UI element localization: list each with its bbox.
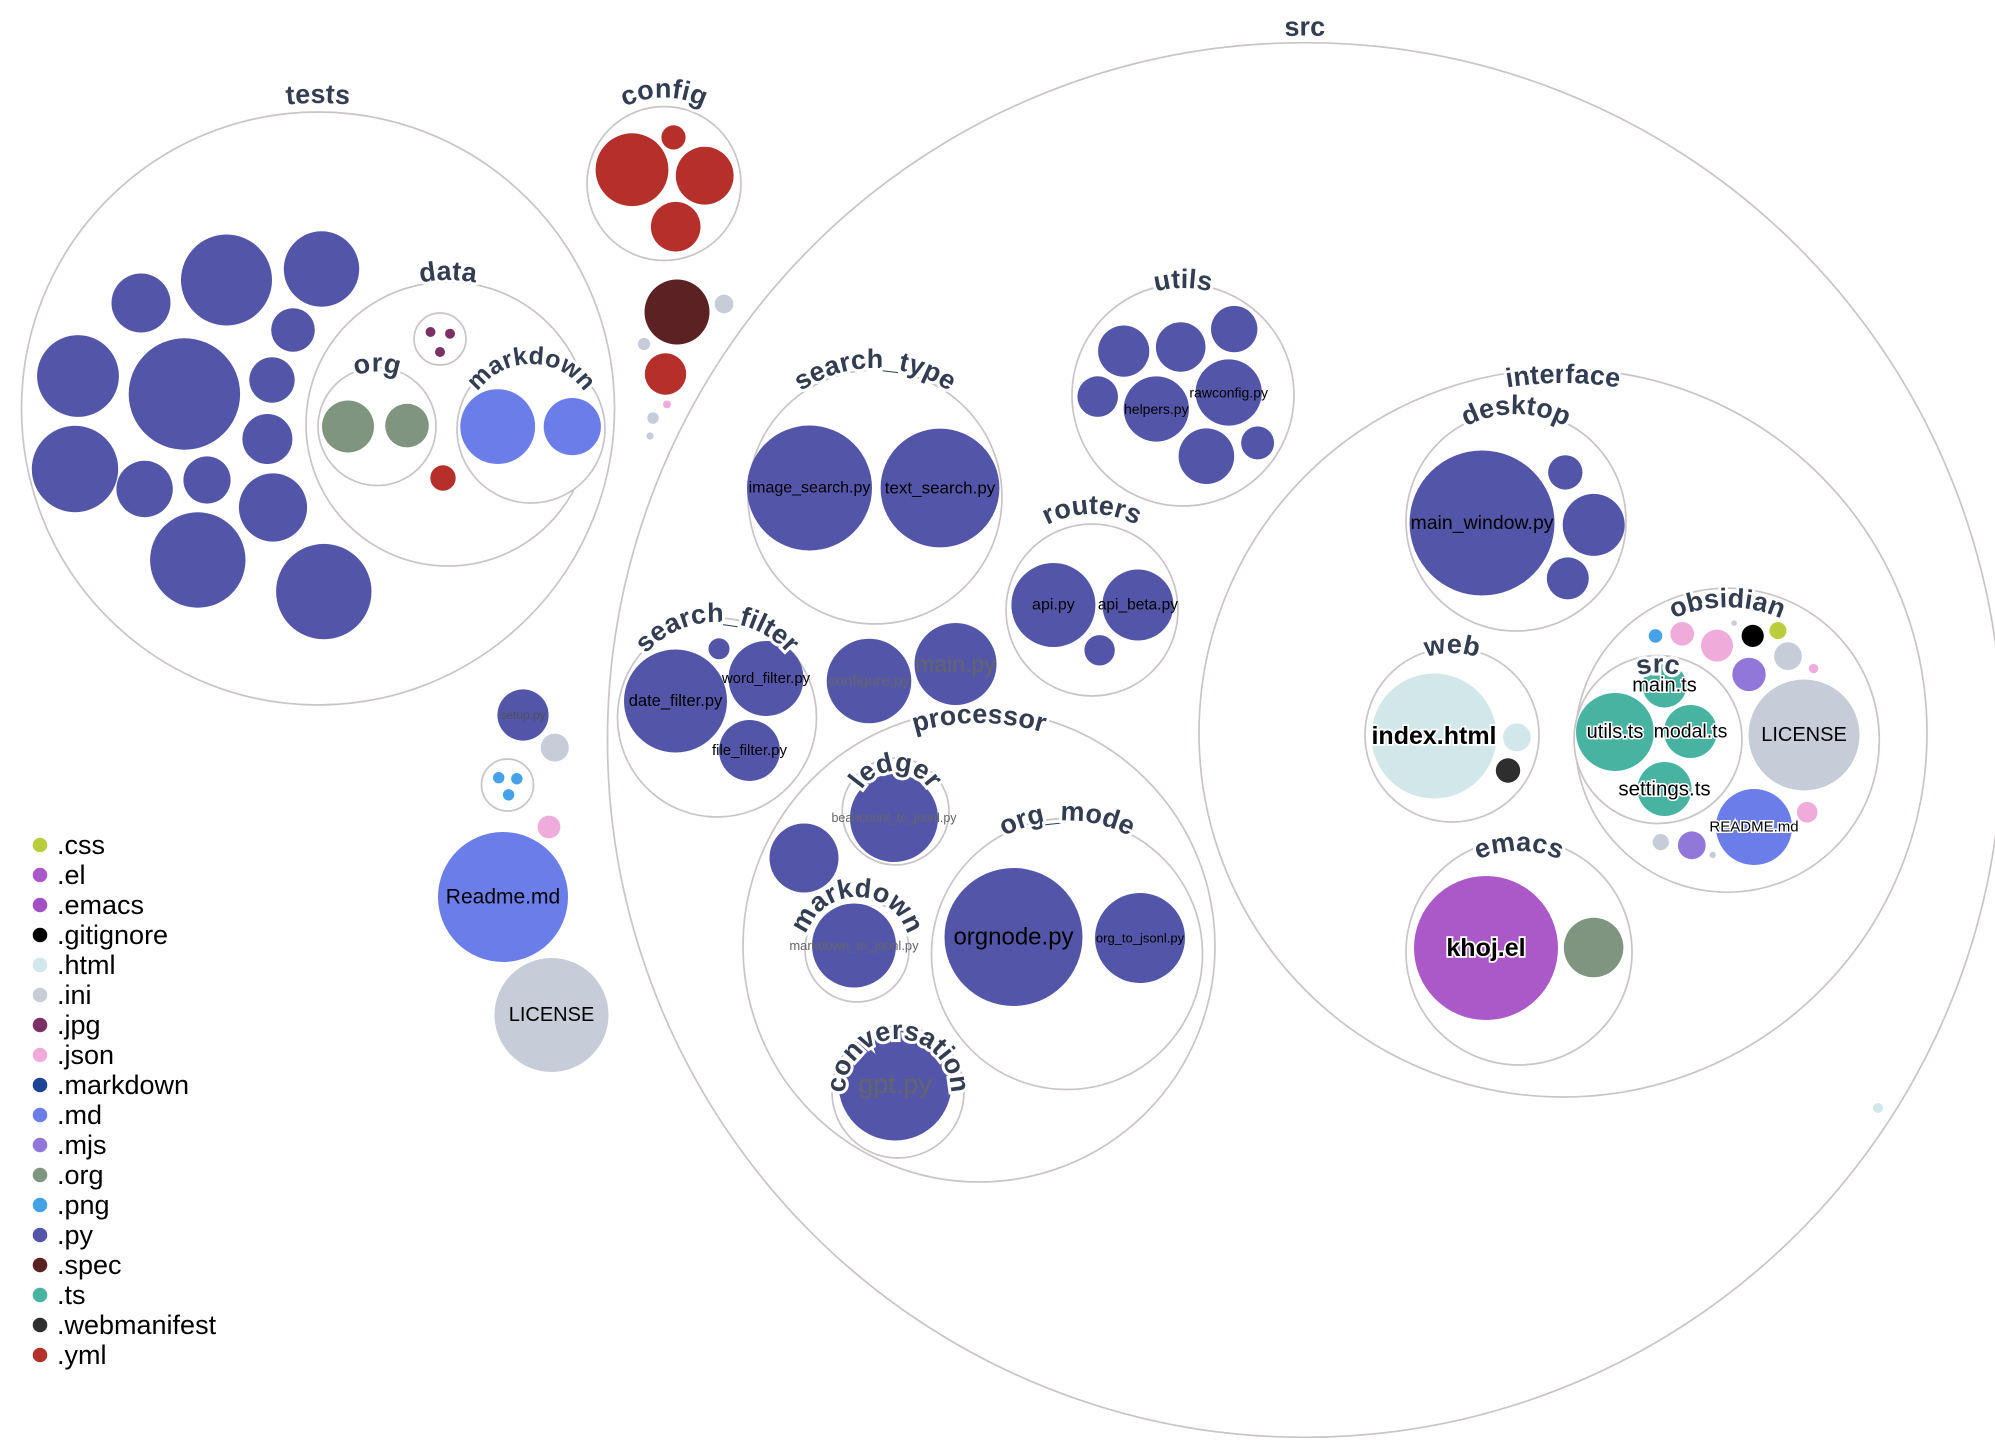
svg-text:.yml: .yml — [57, 1340, 107, 1370]
svg-text:main.py: main.py — [915, 651, 996, 677]
svg-text:.css: .css — [57, 830, 105, 860]
svg-text:beancount_to_jsonl.py: beancount_to_jsonl.py — [831, 811, 957, 825]
svg-text:README.md: README.md — [1709, 819, 1798, 836]
svg-text:date_filter.py: date_filter.py — [629, 692, 723, 710]
svg-text:api.py: api.py — [1032, 597, 1075, 614]
svg-text:.emacs: .emacs — [57, 890, 144, 920]
svg-text:.py: .py — [57, 1220, 94, 1250]
svg-text:.markdown: .markdown — [57, 1070, 189, 1100]
svg-text:modal.ts: modal.ts — [1654, 721, 1728, 743]
svg-text:tests: tests — [284, 79, 351, 111]
svg-text:image_search.py: image_search.py — [749, 480, 871, 497]
svg-text:.org: .org — [57, 1160, 104, 1190]
svg-text:rawconfig.py: rawconfig.py — [1189, 385, 1268, 401]
svg-text:org: org — [350, 348, 404, 381]
svg-text:.jpg: .jpg — [57, 1010, 101, 1040]
svg-text:LICENSE: LICENSE — [509, 1004, 595, 1026]
svg-text:src: src — [1284, 12, 1325, 42]
svg-text:org_to_jsonl.py: org_to_jsonl.py — [1096, 931, 1185, 946]
svg-text:data: data — [417, 256, 480, 289]
svg-text:khoj.el: khoj.el — [1446, 934, 1525, 962]
svg-text:text_search.py: text_search.py — [885, 479, 996, 498]
svg-text:.json: .json — [57, 1040, 114, 1070]
svg-text:.ts: .ts — [57, 1280, 86, 1310]
svg-text:.webmanifest: .webmanifest — [57, 1310, 217, 1340]
svg-text:src: src — [1633, 649, 1682, 682]
svg-text:LICENSE: LICENSE — [1761, 724, 1847, 746]
svg-text:settings.ts: settings.ts — [1618, 778, 1710, 801]
svg-text:word_filter.py: word_filter.py — [721, 670, 811, 687]
svg-text:gpt.py: gpt.py — [858, 1069, 932, 1099]
svg-text:.el: .el — [57, 860, 86, 890]
svg-text:helpers.py: helpers.py — [1124, 401, 1189, 417]
svg-text:file_filter.py: file_filter.py — [712, 742, 788, 759]
svg-text:interface: interface — [1503, 359, 1622, 393]
svg-text:.ini: .ini — [57, 980, 92, 1010]
svg-text:markdown_to_jsonl.py: markdown_to_jsonl.py — [789, 938, 919, 953]
svg-text:utils.ts: utils.ts — [1587, 721, 1644, 743]
svg-text:main_window.py: main_window.py — [1410, 512, 1553, 534]
svg-text:web: web — [1420, 629, 1483, 663]
svg-text:configure.py: configure.py — [828, 673, 910, 690]
svg-text:.md: .md — [57, 1100, 102, 1130]
svg-text:.gitignore: .gitignore — [57, 920, 168, 950]
svg-text:.html: .html — [57, 950, 116, 980]
svg-text:orgnode.py: orgnode.py — [953, 924, 1073, 951]
svg-text:.png: .png — [57, 1190, 110, 1220]
svg-text:setup.py: setup.py — [500, 708, 545, 722]
svg-text:Readme.md: Readme.md — [446, 886, 560, 909]
svg-text:api_beta.py: api_beta.py — [1098, 597, 1178, 614]
svg-text:.spec: .spec — [57, 1250, 122, 1280]
svg-text:main.ts: main.ts — [1632, 675, 1696, 697]
svg-text:.mjs: .mjs — [57, 1130, 107, 1160]
svg-text:utils: utils — [1151, 264, 1215, 297]
svg-text:index.html: index.html — [1371, 722, 1496, 750]
